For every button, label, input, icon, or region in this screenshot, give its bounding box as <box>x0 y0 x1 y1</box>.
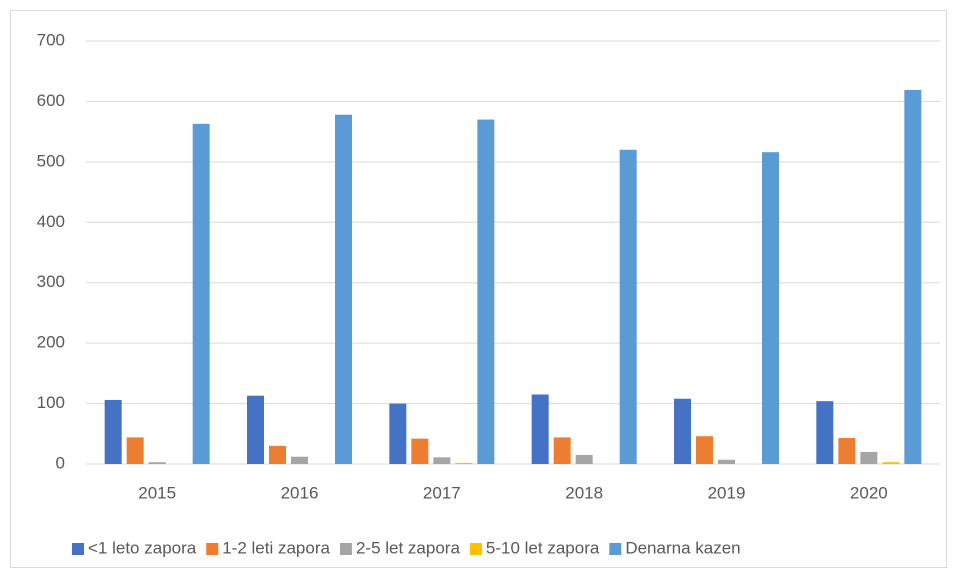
y-tick-label: 300 <box>37 272 65 291</box>
bar <box>531 394 549 464</box>
bar <box>126 437 144 464</box>
legend-swatch <box>206 543 219 555</box>
y-tick-label: 100 <box>37 393 65 412</box>
legend-swatch <box>339 543 352 555</box>
y-tick-label: 500 <box>37 151 65 170</box>
bar <box>477 119 495 465</box>
bar <box>816 401 834 464</box>
bar <box>575 454 593 464</box>
bar <box>291 456 308 464</box>
legend-swatch <box>72 543 84 555</box>
legend-swatch <box>469 543 482 555</box>
bar <box>269 445 286 464</box>
y-tick-label: 700 <box>37 30 65 49</box>
x-tick-label: 2018 <box>565 483 603 502</box>
x-tick-label: 2019 <box>708 483 746 502</box>
bar <box>433 457 451 464</box>
bar <box>838 438 856 464</box>
x-tick-label: 2016 <box>281 483 319 502</box>
bar <box>860 451 878 464</box>
bar <box>718 459 735 464</box>
legend-label: Denarna kazen <box>625 538 740 557</box>
bar <box>148 462 166 464</box>
x-tick-label: 2015 <box>138 483 176 502</box>
y-tick-label: 600 <box>37 91 65 110</box>
bar <box>674 398 691 464</box>
y-tick-label: 200 <box>37 333 65 352</box>
legend-swatch <box>609 543 622 555</box>
bar <box>762 152 779 464</box>
bar <box>411 438 429 464</box>
bar <box>553 437 571 464</box>
legend-label: 5-10 let zapora <box>486 538 600 557</box>
bar <box>455 462 473 464</box>
bar <box>192 123 210 464</box>
bar <box>104 399 122 464</box>
x-tick-label: 2020 <box>850 483 888 502</box>
bar <box>619 149 637 464</box>
bar <box>882 462 900 464</box>
y-tick-label: 0 <box>56 453 65 472</box>
legend-label: 2-5 let zapora <box>356 538 460 557</box>
bar <box>696 436 713 464</box>
legend-label: <1 leto zapora <box>88 538 197 557</box>
legend-label: 1-2 leti zapora <box>222 538 330 557</box>
x-tick-label: 2017 <box>423 483 461 502</box>
y-tick-label: 400 <box>37 212 65 231</box>
bar <box>389 403 407 464</box>
bar <box>335 114 352 465</box>
bar <box>904 89 922 464</box>
bar <box>247 395 264 464</box>
